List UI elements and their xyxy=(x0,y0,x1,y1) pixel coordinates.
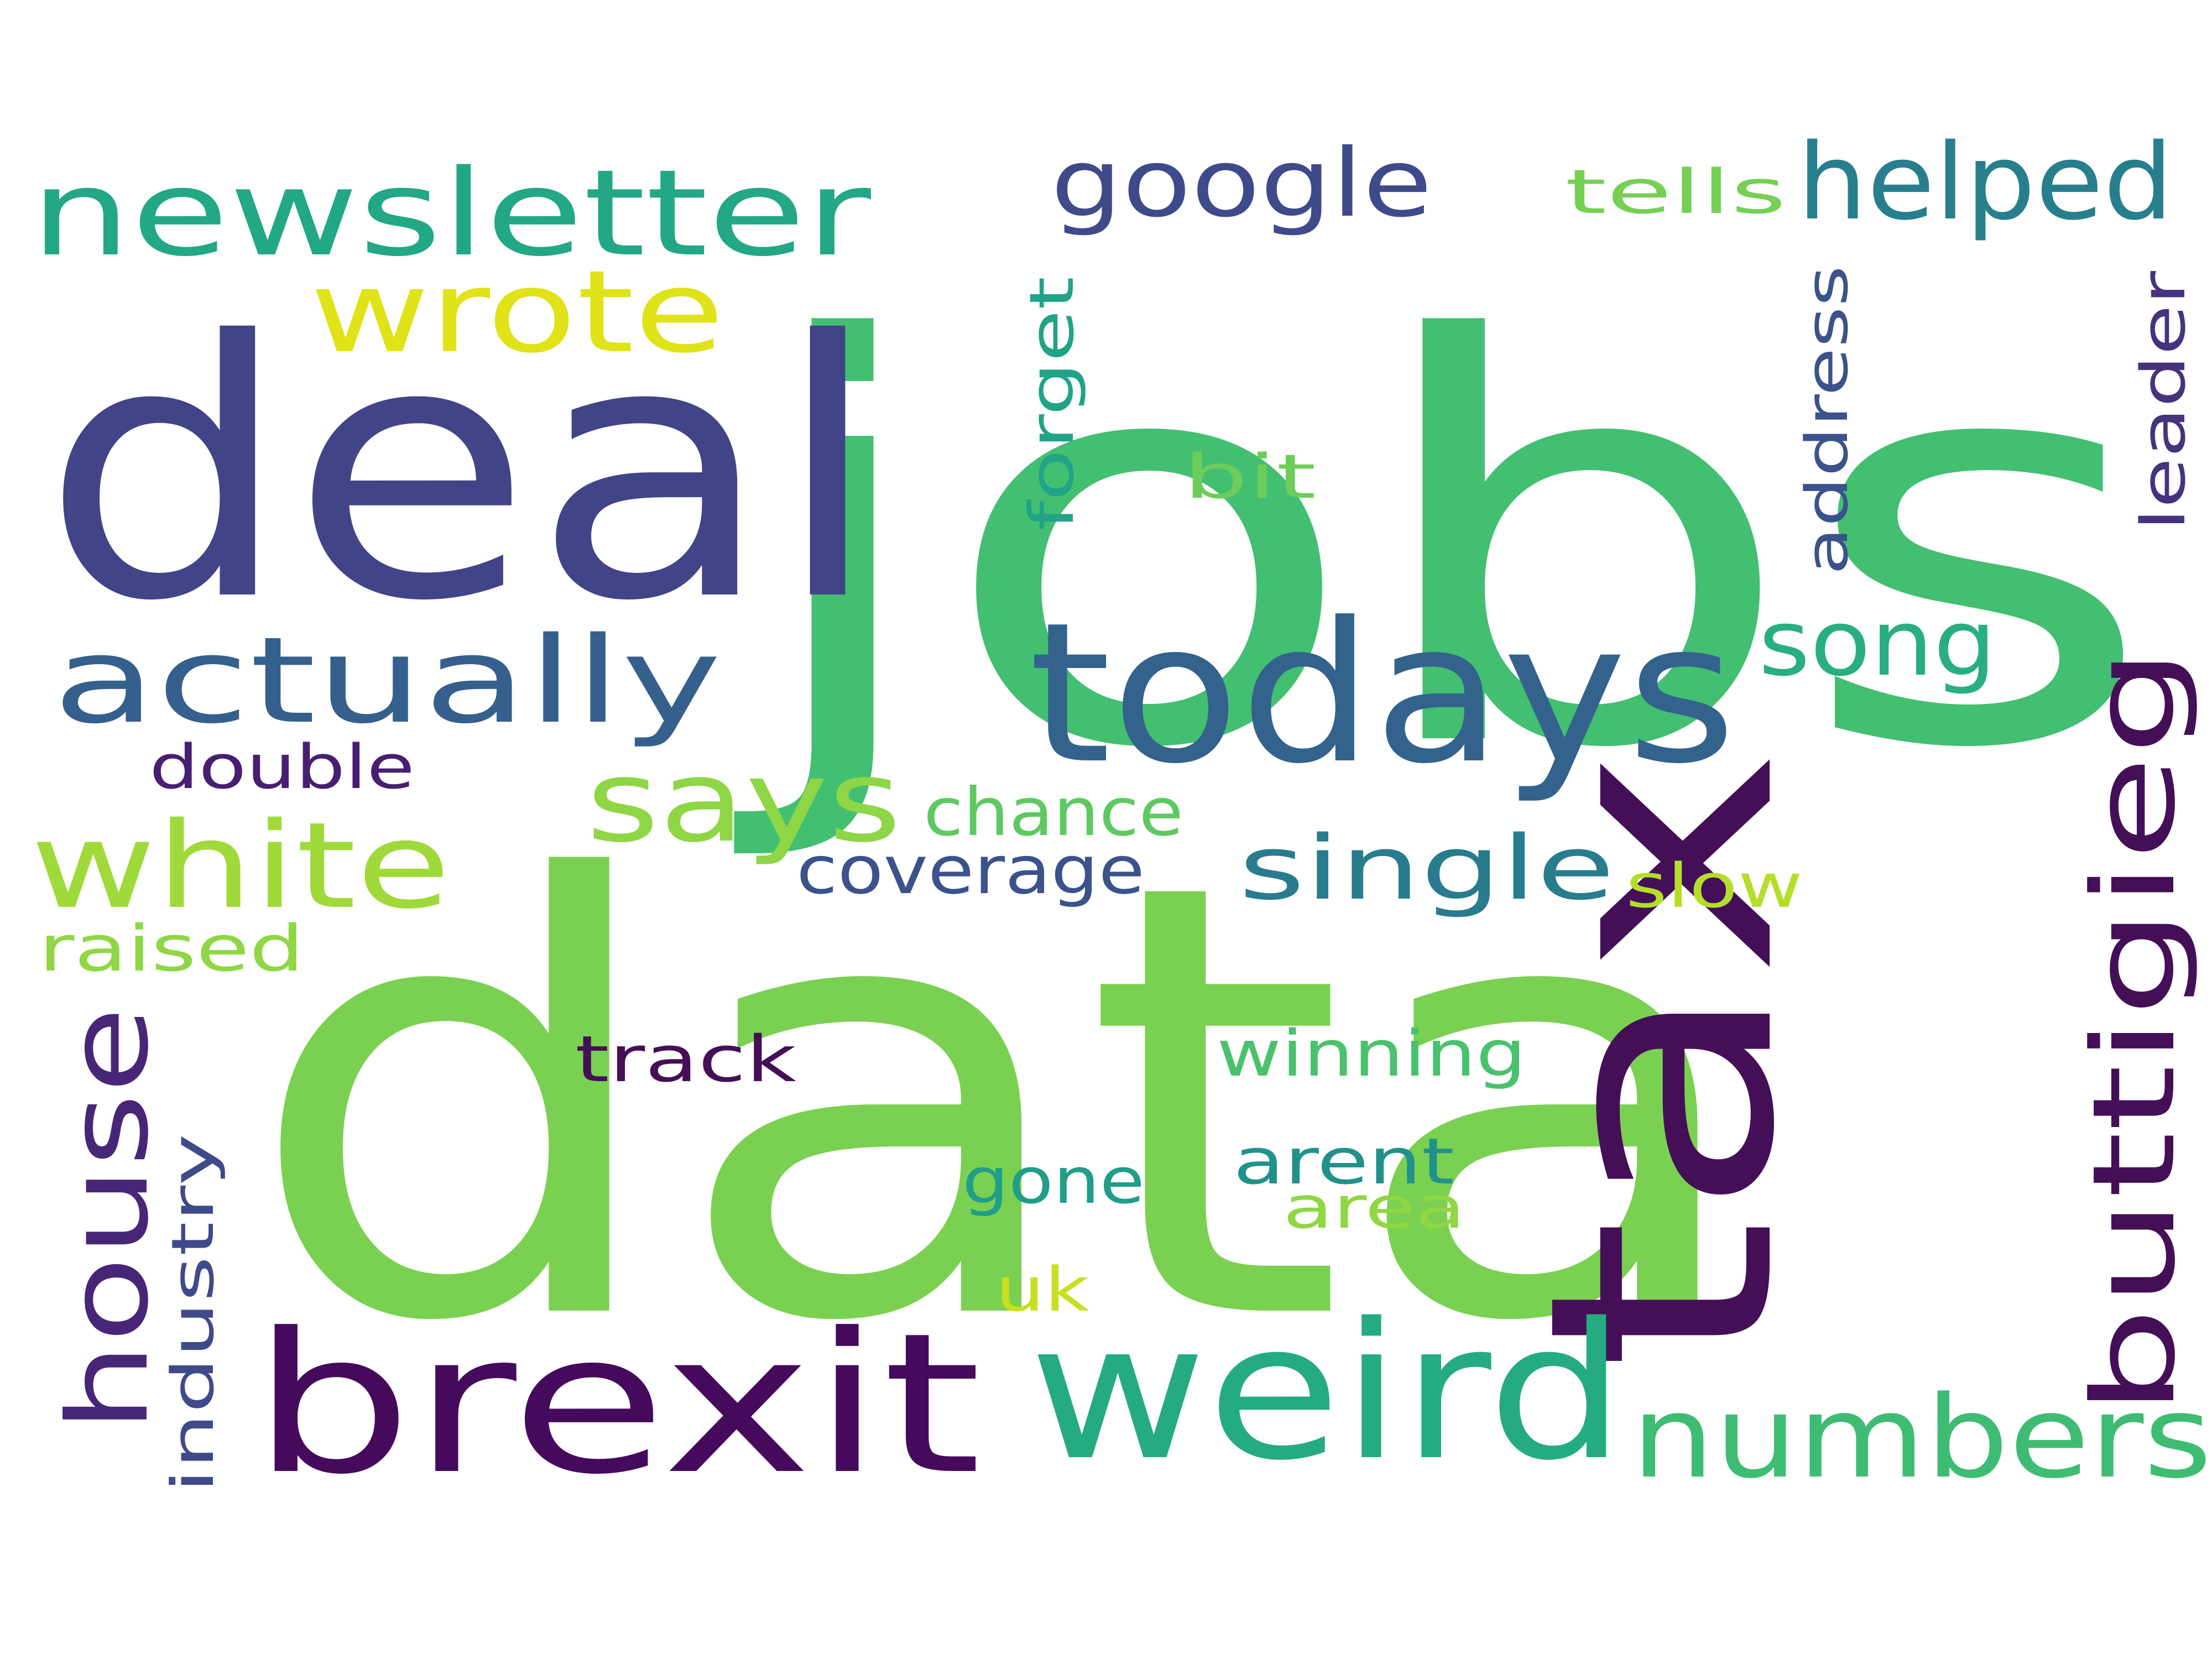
word-actually: actually xyxy=(53,611,722,750)
word-tax: tax xyxy=(1483,747,1843,1371)
word-weird: weird xyxy=(1029,1283,1626,1502)
word-track: track xyxy=(575,1022,797,1097)
word-leader: leader xyxy=(2128,270,2199,531)
word-area: area xyxy=(1283,1174,1465,1241)
word-single: single xyxy=(1239,816,1615,920)
word-wrote: wrote xyxy=(310,247,724,378)
word-says: says xyxy=(586,736,901,868)
word-coverage: coverage xyxy=(796,832,1145,909)
word-todays: todays xyxy=(1029,581,1736,806)
word-song: song xyxy=(1759,590,1996,696)
word-bit: bit xyxy=(1183,441,1316,512)
word-tells: tells xyxy=(1565,156,1786,227)
word-uk: uk xyxy=(995,1254,1089,1325)
word-chance: chance xyxy=(924,774,1183,851)
word-winning: winning xyxy=(1217,1017,1526,1091)
word-newsletter: newsletter xyxy=(30,144,872,283)
word-numbers: numbers xyxy=(1631,1372,2212,1504)
word-google: google xyxy=(1051,129,1432,238)
word-data: data xyxy=(243,757,1759,1452)
word-raised: raised xyxy=(39,912,304,986)
word-address: address xyxy=(1793,265,1861,575)
word-gone: gone xyxy=(962,1144,1145,1218)
word-brexit: brexit xyxy=(252,1291,982,1517)
word-white: white xyxy=(30,796,451,935)
word-arent: arent xyxy=(1233,1125,1454,1199)
word-industry: industry xyxy=(159,1134,227,1493)
word-slow: slow xyxy=(1626,851,1803,921)
word-deal: deal xyxy=(41,266,882,678)
word-buttigieg: buttigieg xyxy=(2069,647,2200,1416)
word-double: double xyxy=(149,732,415,802)
word-jobs: jobs xyxy=(725,225,2157,869)
word-house: house xyxy=(44,1006,173,1432)
word-forget: forget xyxy=(1016,276,1087,531)
word-helped: helped xyxy=(1797,121,2173,243)
